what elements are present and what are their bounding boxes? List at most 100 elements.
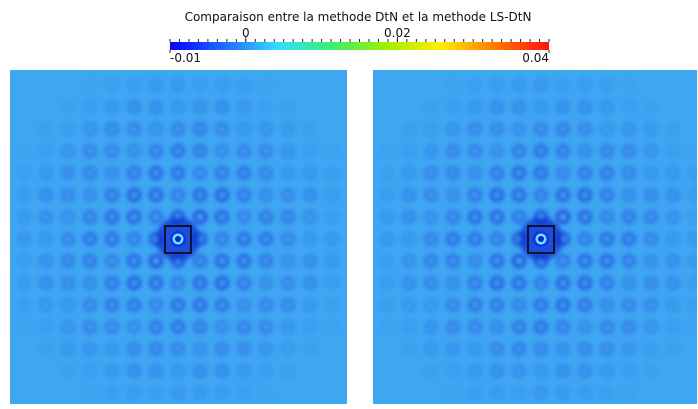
wave-dark [0, 232, 9, 246]
wave-light [428, 104, 434, 110]
wave-light [285, 346, 291, 352]
wave-light [197, 258, 203, 264]
title: Comparaison entre la methode DtN et la m… [185, 10, 532, 24]
wave-light [307, 214, 313, 220]
wave-light [153, 170, 159, 176]
wave-light [197, 324, 203, 330]
wave-light [582, 324, 588, 330]
wave-light [626, 346, 632, 352]
wave-light [329, 192, 335, 198]
wave-light [219, 280, 225, 286]
wave-light [21, 192, 27, 198]
wave-light [329, 258, 335, 264]
wave-light [692, 324, 697, 330]
wave-light [219, 346, 225, 352]
wave-light [131, 214, 137, 220]
wave-light [219, 390, 225, 396]
wave-light [648, 258, 654, 264]
wave-light [131, 390, 137, 396]
wave-dark [358, 254, 372, 268]
wave-light [428, 126, 434, 132]
wave-light [219, 214, 225, 220]
wave-light [131, 280, 137, 286]
wave-light [560, 104, 566, 110]
wave-light [472, 302, 478, 308]
wave-light [175, 324, 181, 330]
wave-light [241, 302, 247, 308]
wave-light [582, 148, 588, 154]
wave-light [516, 390, 522, 396]
wave-light [626, 192, 632, 198]
wave-light [670, 324, 676, 330]
wave-light [263, 148, 269, 154]
wave-light [263, 82, 269, 88]
colorbar: -0.01 0 0.02 0.04 [169, 26, 550, 65]
wave-light [626, 368, 632, 374]
wave-light [131, 192, 137, 198]
wave-light [87, 368, 93, 374]
wave-light [604, 346, 610, 352]
wave-light [109, 346, 115, 352]
wave-light [516, 368, 522, 374]
wave-light [307, 126, 313, 132]
wave-light [604, 170, 610, 176]
wave-light [582, 368, 588, 374]
wave-light [450, 126, 456, 132]
wave-light [153, 390, 159, 396]
wave-light [406, 346, 412, 352]
wave-light [406, 258, 412, 264]
wave-light [626, 104, 632, 110]
wave-light [428, 148, 434, 154]
wave-light [241, 214, 247, 220]
wave-light [494, 104, 500, 110]
wave-light [604, 148, 610, 154]
wave-light [472, 148, 478, 154]
wave-light [538, 368, 544, 374]
wave-light [516, 214, 522, 220]
wave-light [87, 126, 93, 132]
wave-light [87, 280, 93, 286]
wave-light [219, 302, 225, 308]
wave-light [197, 82, 203, 88]
wave-light [648, 324, 654, 330]
wave-light [175, 346, 181, 352]
wave-light [648, 368, 654, 374]
wave-light [87, 214, 93, 220]
wave-light [494, 192, 500, 198]
wave-light [175, 148, 181, 154]
wave-light [582, 170, 588, 176]
wave-light [175, 302, 181, 308]
wave-light [241, 126, 247, 132]
wave-light [582, 214, 588, 220]
wave-light [65, 258, 71, 264]
wave-light [494, 280, 500, 286]
wave-light [494, 324, 500, 330]
wave-light [43, 302, 49, 308]
wave-light [582, 390, 588, 396]
wave-light [263, 346, 269, 352]
wave-light [197, 126, 203, 132]
wave-light [65, 214, 71, 220]
wave-light [352, 259, 357, 264]
wave-light [329, 148, 335, 154]
wave-light [109, 368, 115, 374]
wave-light [494, 148, 500, 154]
wave-light [285, 104, 291, 110]
wave-light [219, 126, 225, 132]
wave-light [241, 170, 247, 176]
wave-light [109, 104, 115, 110]
wave-light [692, 258, 697, 264]
wave-light [175, 368, 181, 374]
wave-light [219, 236, 225, 242]
wave-light [450, 148, 456, 154]
wave-light [538, 346, 544, 352]
wave-light [450, 104, 456, 110]
wave-light [43, 214, 49, 220]
wave-light [384, 192, 390, 198]
wave-light [516, 346, 522, 352]
wave-light [197, 192, 203, 198]
wave-light [43, 324, 49, 330]
wave-light [406, 126, 412, 132]
wave-light [450, 346, 456, 352]
wave-light [87, 236, 93, 242]
